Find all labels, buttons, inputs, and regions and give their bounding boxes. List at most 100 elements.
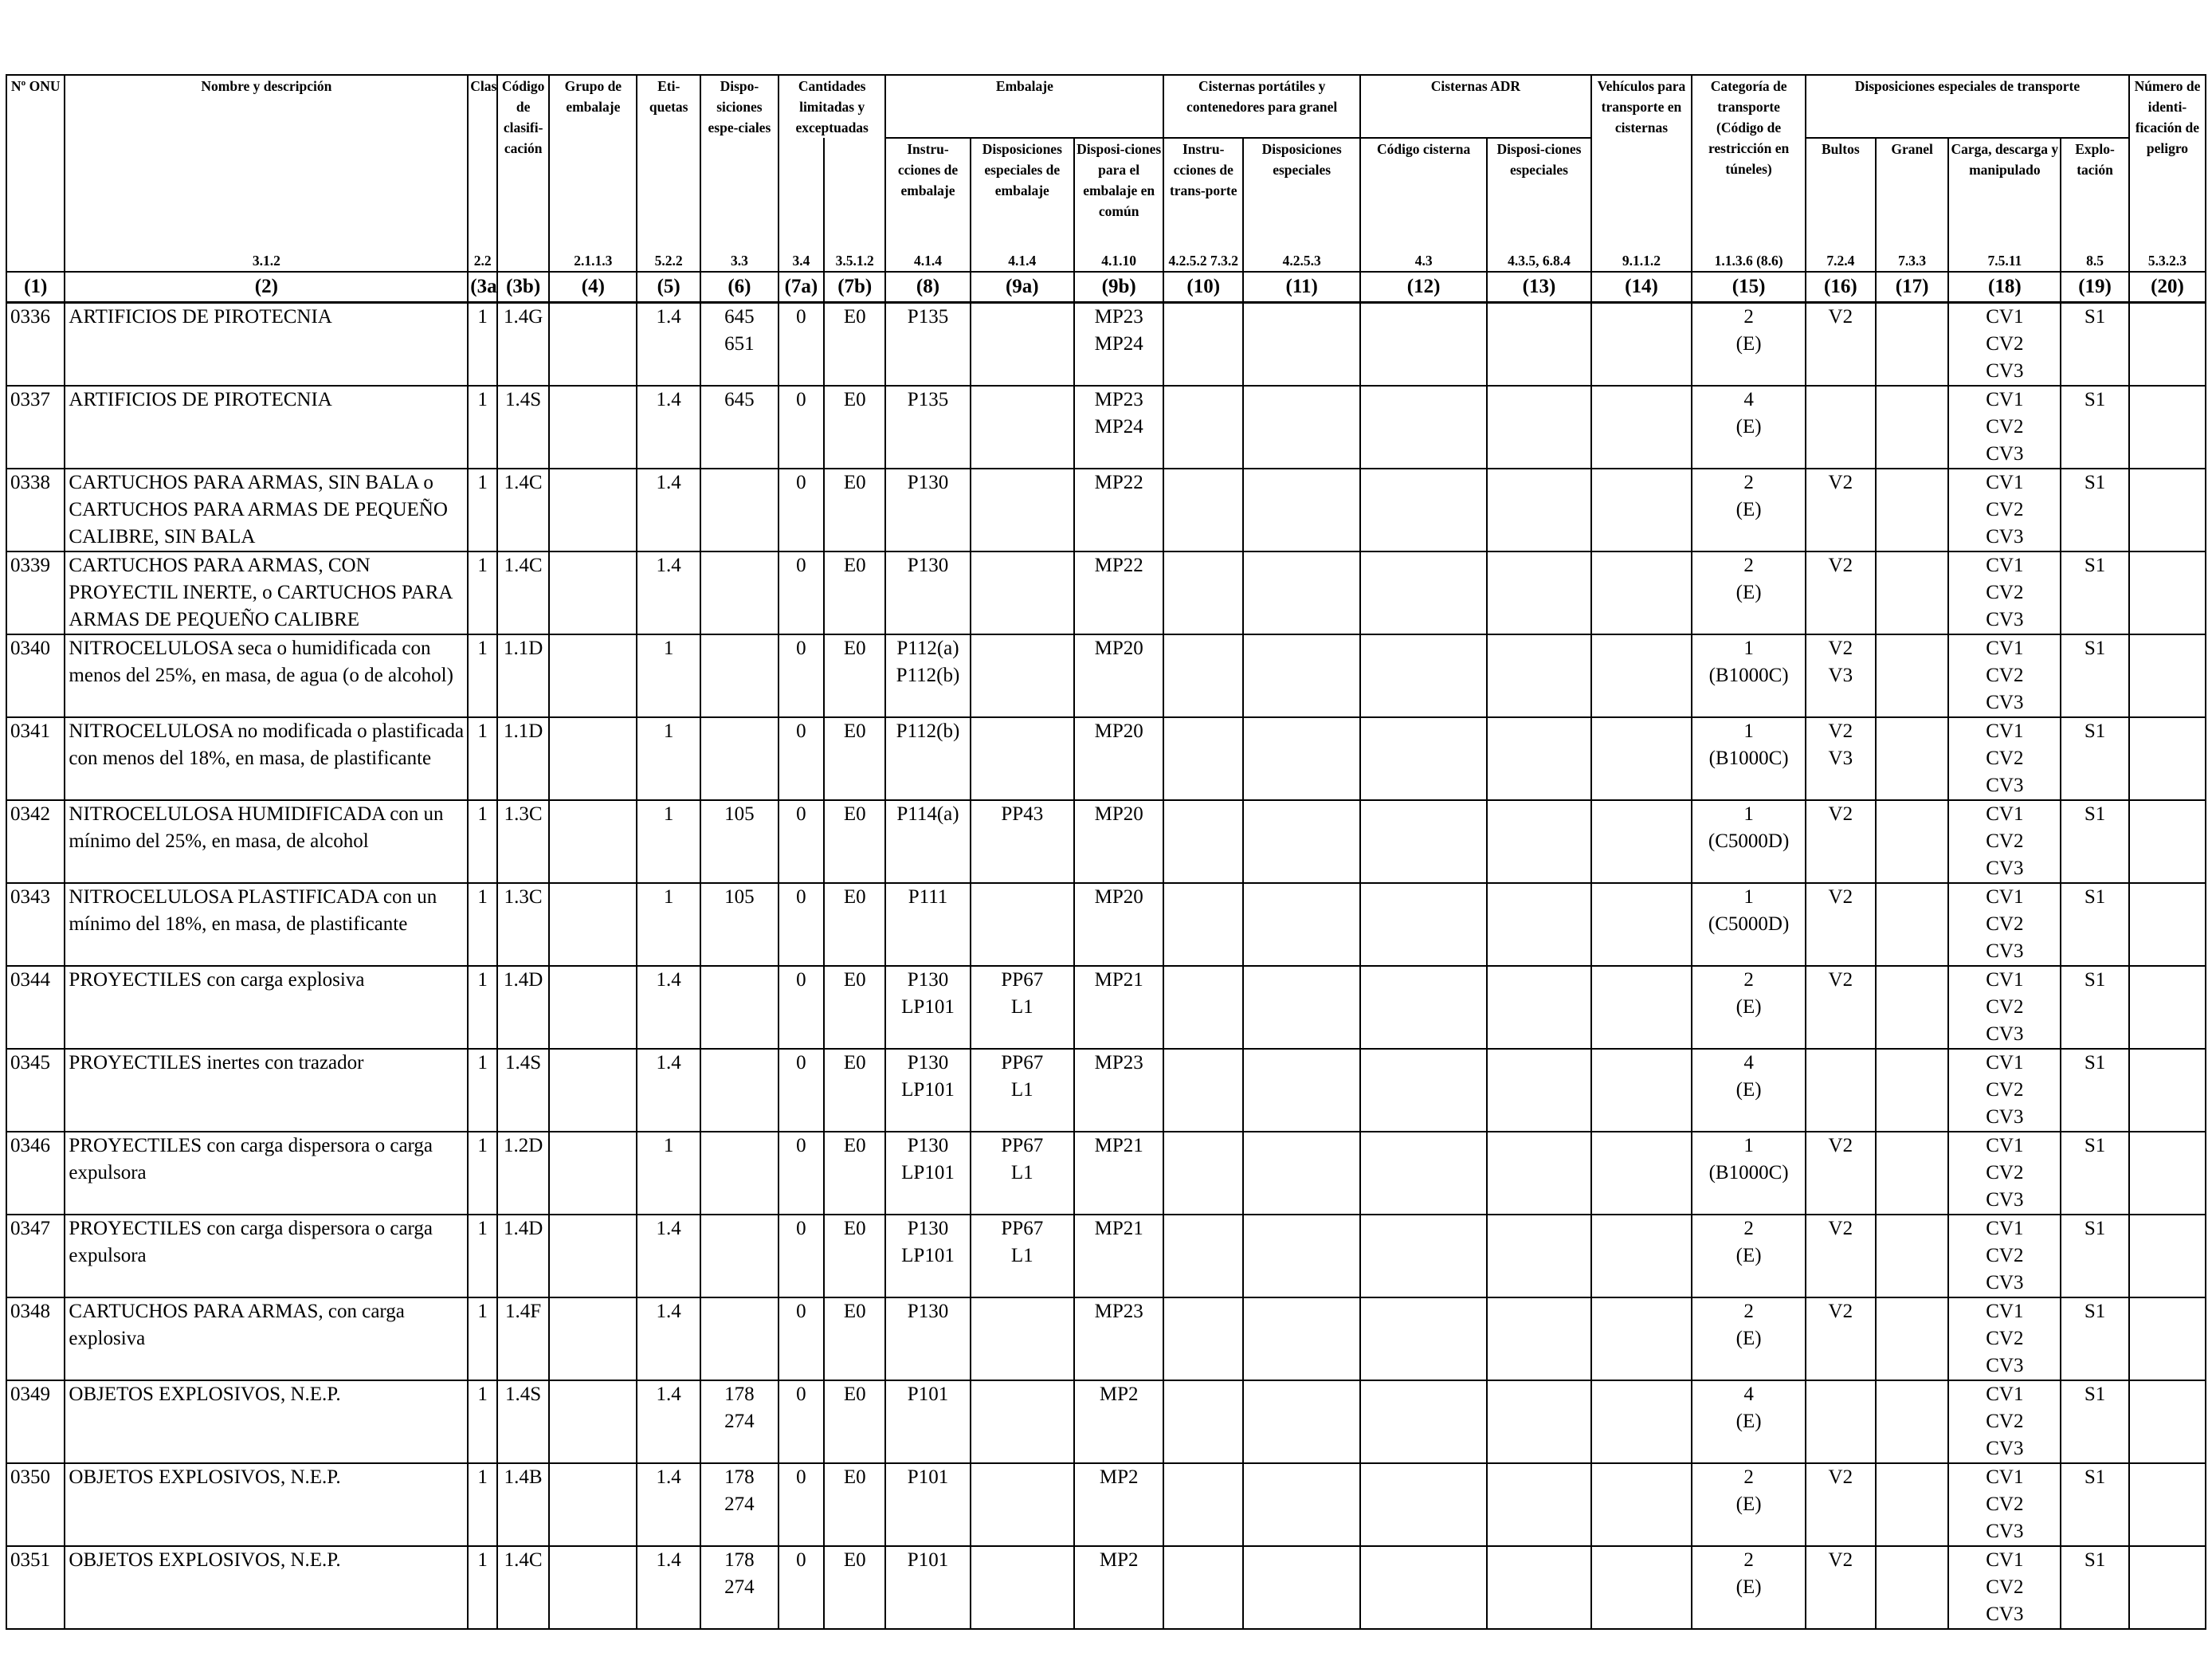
cell-c9b: MP23 MP24 (1073, 301, 1165, 387)
colnum: (8) (884, 271, 971, 304)
cell-c19-text: S1 (2084, 306, 2106, 328)
header-disp-especiales: Dispo-siciones espe-ciales 3.3 (699, 74, 779, 273)
cell-c10 (1163, 385, 1245, 469)
cell-c7b-text: E0 (843, 1301, 866, 1322)
cell-c7a: 0 (777, 1214, 825, 1298)
cell-c7b-text: E0 (843, 555, 866, 576)
cell-c4 (548, 634, 638, 718)
cell-c15: 2 (E) (1691, 1545, 1806, 1630)
cell-c13 (1486, 385, 1592, 469)
cell-name: PROYECTILES con carga dispersora o carga… (64, 1131, 469, 1215)
cell-c12 (1359, 1380, 1488, 1464)
cell-c18-text: CV1 CV2 CV3 (1986, 1466, 2024, 1542)
cell-c3a: 1 (467, 301, 498, 387)
colnum: (9b) (1073, 271, 1165, 304)
cell-c16: V2 (1804, 1131, 1877, 1215)
cell-c3a: 1 (467, 965, 498, 1050)
header-disp-esp-adr: Disposi-ciones especiales 4.3.5, 6.8.4 (1486, 137, 1592, 273)
cell-c12 (1359, 468, 1488, 552)
cell-c15: 2 (E) (1691, 1214, 1806, 1298)
cell-c18: CV1 CV2 CV3 (1947, 882, 2062, 967)
header-codigo-cisterna: Código cisterna 4.3 (1359, 137, 1488, 273)
cell-c9a: PP67 L1 (969, 1214, 1076, 1298)
cell-c15-text: 2 (E) (1735, 1549, 1762, 1598)
cell-c11 (1242, 301, 1362, 387)
cell-c11 (1242, 1380, 1362, 1464)
cell-c3b: 1.4F (496, 1297, 551, 1381)
cell-c4 (548, 1131, 638, 1215)
cell-name-text: NITROCELULOSA PLASTIFICADA con un mínimo… (69, 886, 437, 935)
cell-c7a: 0 (777, 882, 825, 967)
cell-onu-text: 0337 (10, 389, 50, 410)
cell-c3a-text: 1 (477, 1549, 488, 1571)
cell-c7b-text: E0 (843, 1135, 866, 1156)
cell-c11 (1242, 1297, 1362, 1381)
cell-c16: V2 (1804, 1214, 1877, 1298)
cell-c4 (548, 1297, 638, 1381)
cell-c9b-text: MP20 (1094, 803, 1143, 825)
cell-c9b: MP21 (1073, 965, 1165, 1050)
cell-c3b: 1.3C (496, 799, 551, 884)
cell-c20 (2128, 551, 2207, 635)
cell-onu: 0336 (5, 301, 66, 387)
cell-c7a-text: 0 (796, 803, 806, 825)
cell-c7a-text: 0 (796, 1218, 806, 1239)
cell-c18-text: CV1 CV2 CV3 (1986, 306, 2024, 382)
cell-c6 (699, 551, 779, 635)
cell-c7b-text: E0 (843, 886, 866, 908)
cell-c16: V2 (1804, 301, 1877, 387)
cell-c7b: E0 (822, 551, 887, 635)
cell-c6 (699, 634, 779, 718)
cell-c3a-text: 1 (477, 306, 488, 328)
cell-c17 (1874, 882, 1950, 967)
cell-c8-text: P101 (907, 1384, 949, 1405)
cell-c16-text: V2 V3 (1828, 638, 1853, 686)
cell-c11 (1242, 1214, 1362, 1298)
cell-c7a-text: 0 (796, 555, 806, 576)
cell-name: NITROCELULOSA seca o humidificada con me… (64, 634, 469, 718)
colnum: (19) (2060, 271, 2130, 304)
cell-c19-text: S1 (2084, 1549, 2106, 1571)
cell-c3b-text: 1.4G (503, 306, 543, 328)
table-row: 0349 OBJETOS EXPLOSIVOS, N.E.P. 1 1.4S 1.4 17… (5, 1380, 2207, 1464)
cell-c18: CV1 CV2 CV3 (1947, 1214, 2062, 1298)
cell-c15-text: 1 (C5000D) (1708, 803, 1790, 852)
cell-c16 (1804, 1048, 1877, 1132)
cell-c7a-text: 0 (796, 1384, 806, 1405)
cell-c3a: 1 (467, 385, 498, 469)
cell-c3a: 1 (467, 1131, 498, 1215)
cell-c20 (2128, 882, 2207, 967)
colnum: (20) (2128, 271, 2207, 304)
cell-c13 (1486, 551, 1592, 635)
cell-c3b-text: 1.4S (505, 389, 542, 410)
cell-c3b-text: 1.1D (503, 720, 543, 742)
cell-c9b-text: MP2 (1099, 1466, 1139, 1488)
cell-c9b-text: MP21 (1094, 969, 1143, 991)
cell-c10 (1163, 1297, 1245, 1381)
cell-c8-text: P101 (907, 1466, 949, 1488)
cell-c15: 4 (E) (1691, 1380, 1806, 1464)
cell-c16: V2 (1804, 1462, 1877, 1547)
cell-c20 (2128, 965, 2207, 1050)
cell-c18: CV1 CV2 CV3 (1947, 1297, 2062, 1381)
cell-c7b-text: E0 (843, 720, 866, 742)
cell-c3a: 1 (467, 634, 498, 718)
cell-c18: CV1 CV2 CV3 (1947, 468, 2062, 552)
cell-onu: 0351 (5, 1545, 66, 1630)
ref-c9a: 4.1.4 (1008, 253, 1037, 269)
cell-c8: P111 (884, 882, 971, 967)
table-row: 0348 CARTUCHOS PARA ARMAS, con carga expl… (5, 1297, 2207, 1381)
cell-onu-text: 0340 (10, 638, 50, 659)
cell-c8: P101 (884, 1462, 971, 1547)
cell-c11 (1242, 1048, 1362, 1132)
cell-onu-text: 0343 (10, 886, 50, 908)
cell-c3a-text: 1 (477, 969, 488, 991)
cell-c7b: E0 (822, 882, 887, 967)
cell-c3a: 1 (467, 882, 498, 967)
cell-c12 (1359, 1297, 1488, 1381)
cell-c9a (969, 468, 1076, 552)
cell-name: PROYECTILES inertes con trazador (64, 1048, 469, 1132)
cell-c10 (1163, 1545, 1245, 1630)
cell-name: PROYECTILES con carga dispersora o carga… (64, 1214, 469, 1298)
cell-c7a: 0 (777, 1545, 825, 1630)
